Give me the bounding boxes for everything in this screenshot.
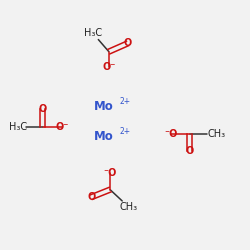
Text: Mo: Mo — [94, 130, 114, 143]
Text: O⁻: O⁻ — [56, 122, 69, 132]
Text: CH₃: CH₃ — [120, 202, 138, 212]
Text: O: O — [39, 104, 47, 114]
Text: ⁻O: ⁻O — [164, 129, 178, 139]
Text: H₃C: H₃C — [8, 122, 27, 132]
Text: O: O — [186, 146, 194, 156]
Text: 2+: 2+ — [119, 98, 130, 106]
Text: 2+: 2+ — [119, 127, 130, 136]
Text: H₃C: H₃C — [84, 28, 102, 38]
Text: Mo: Mo — [94, 100, 114, 113]
Text: ⁻O: ⁻O — [104, 168, 117, 178]
Text: O⁻: O⁻ — [102, 62, 116, 72]
Text: O: O — [87, 192, 96, 202]
Text: O: O — [123, 38, 132, 48]
Text: CH₃: CH₃ — [208, 129, 226, 139]
